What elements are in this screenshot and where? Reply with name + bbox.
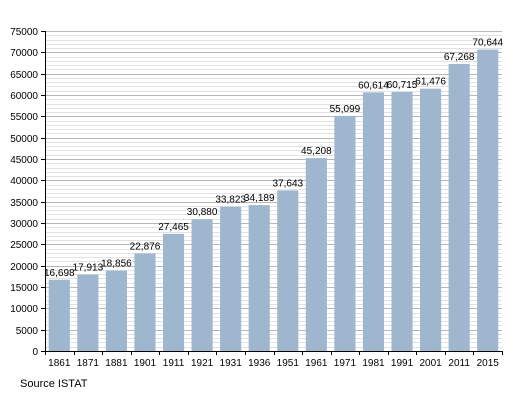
x-axis: 1861 1871 1881 1901 1911 1921 1931 1936 1951 1961… — [45, 351, 503, 369]
bar — [48, 279, 70, 351]
y-tick-label: 40000 — [10, 176, 38, 187]
y-tick-label: 0 — [32, 347, 38, 358]
x-tick-label: 1936 — [248, 358, 271, 369]
x-tick-label: 1921 — [191, 358, 214, 369]
x-tick-label: 1951 — [277, 358, 300, 369]
x-tick-label: 1911 — [163, 358, 185, 369]
x-tick-label: 1871 — [77, 358, 100, 369]
y-tick-label: 55000 — [10, 112, 38, 123]
data-label: 61,476 — [415, 77, 446, 88]
y-tick-label: 45000 — [10, 155, 38, 166]
x-tick-label: 1971 — [334, 358, 357, 369]
y-tick-label: 30000 — [10, 219, 38, 230]
source-note: Source ISTAT — [20, 378, 88, 390]
bar — [134, 253, 156, 351]
bar — [420, 88, 442, 352]
data-label: 34,189 — [244, 193, 275, 204]
bar — [248, 205, 270, 351]
y-axis: 0 5000 10000 15000 20000 25000 30000 35000 40000… — [10, 27, 46, 358]
x-tick-label: 2011 — [448, 358, 470, 369]
data-label: 67,268 — [444, 52, 475, 63]
bar — [334, 115, 356, 351]
data-label: 60,715 — [387, 80, 418, 91]
bar — [362, 92, 385, 352]
data-label: 55,099 — [330, 104, 361, 115]
data-label: 22,876 — [130, 241, 161, 252]
x-tick-label: 1931 — [220, 358, 243, 369]
y-tick-label: 25000 — [10, 240, 38, 251]
bar — [105, 270, 127, 351]
x-tick-label: 1981 — [362, 358, 385, 369]
bar — [391, 91, 413, 351]
y-tick-label: 20000 — [10, 262, 38, 273]
x-tick-label: 1881 — [105, 358, 128, 369]
y-tick-label: 15000 — [10, 283, 38, 294]
bar — [220, 206, 242, 351]
bar — [477, 49, 499, 351]
data-label: 60,614 — [358, 80, 389, 91]
y-tick-label: 75000 — [10, 27, 38, 38]
x-tick-label: 1861 — [48, 358, 71, 369]
x-tick-label: 1901 — [134, 358, 157, 369]
bar — [191, 219, 213, 351]
x-tick-label: 1991 — [391, 358, 414, 369]
data-label: 30,880 — [187, 207, 218, 218]
bar — [305, 158, 327, 351]
bar — [448, 63, 470, 351]
x-tick-label: 2015 — [477, 358, 500, 369]
x-tick-label: 1961 — [305, 358, 328, 369]
y-tick-label: 50000 — [10, 134, 38, 145]
bar — [277, 190, 299, 351]
data-label: 16,698 — [44, 268, 75, 279]
y-tick-label: 5000 — [16, 326, 39, 337]
data-label: 17,913 — [73, 263, 104, 274]
bar — [162, 233, 185, 351]
data-label: 45,208 — [301, 146, 332, 157]
y-tick-label: 35000 — [10, 198, 38, 209]
data-label: 70,644 — [472, 38, 503, 49]
data-label: 37,643 — [272, 178, 303, 189]
y-tick-label: 10000 — [10, 304, 38, 315]
x-tick-label: 2001 — [419, 358, 442, 369]
data-label: 33,823 — [215, 195, 246, 206]
bars — [48, 49, 499, 352]
bar — [77, 274, 99, 351]
y-tick-label: 70000 — [10, 48, 38, 59]
y-tick-label: 60000 — [10, 91, 38, 102]
data-label: 27,465 — [158, 222, 189, 233]
data-label: 18,856 — [101, 259, 132, 270]
y-tick-label: 65000 — [10, 70, 38, 81]
